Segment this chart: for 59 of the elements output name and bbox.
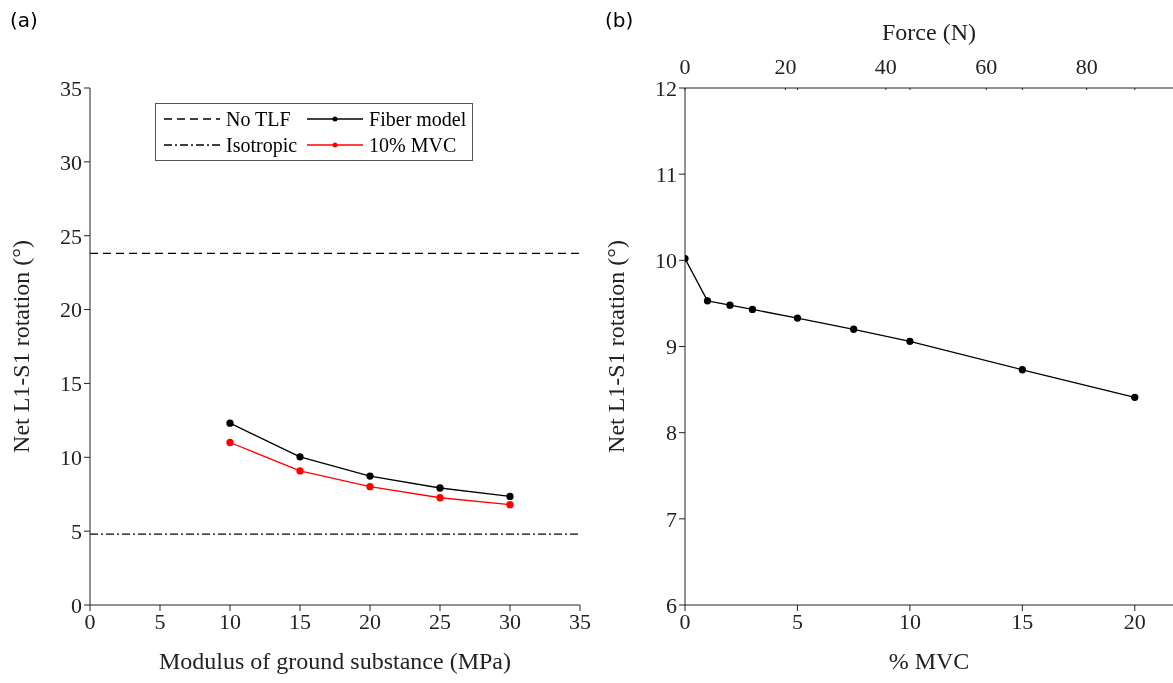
y-tick-label: 8 <box>666 420 677 446</box>
x-tick-label: 20 <box>359 608 381 634</box>
y-axis-title: Net L1-S1 rotation (°) <box>602 240 629 453</box>
x-axis-title: Modulus of ground substance (MPa) <box>159 648 511 674</box>
point <box>296 467 304 475</box>
point <box>703 297 712 305</box>
x2-tick-label: 40 <box>874 54 897 79</box>
x-tick-label: 5 <box>154 608 166 634</box>
point <box>366 483 374 491</box>
x-tick-label: 10 <box>898 608 921 634</box>
chart-title: (b) <box>605 8 634 32</box>
y-tick-label: 10 <box>655 248 677 274</box>
y-tick-label: 35 <box>60 75 82 101</box>
x-tick-label: 5 <box>791 608 803 634</box>
y-tick-label: 5 <box>71 518 82 544</box>
y-tick-label: 30 <box>60 149 82 175</box>
point <box>1131 393 1139 401</box>
y-axis-title: Net L1-S1 rotation (°) <box>7 240 34 453</box>
point <box>436 494 444 502</box>
x-tick-label: 10 <box>219 608 241 634</box>
y-tick-label: 11 <box>655 161 677 187</box>
legend-label: Isotropic <box>226 133 298 158</box>
point <box>850 325 858 333</box>
y-tick-label: 10 <box>60 445 82 471</box>
x2-axis-title: Force (N) <box>882 19 976 45</box>
y-tick-label: 7 <box>666 506 677 532</box>
x-axis-title: % MVC <box>888 648 970 674</box>
legend-label: Fiber model <box>369 107 467 132</box>
point <box>793 314 802 322</box>
x-tick-label: 35 <box>569 608 591 634</box>
chart-title: (a) <box>10 8 38 32</box>
point <box>366 472 374 480</box>
legend-label: 10% MVC <box>369 133 457 158</box>
point <box>296 453 304 461</box>
x2-tick-label: 60 <box>975 54 998 79</box>
point <box>506 492 514 501</box>
y-tick-label: 12 <box>655 75 677 101</box>
legend-label: No TLF <box>226 107 291 132</box>
x-tick-label: 20 <box>1123 608 1146 634</box>
x-tick-label: 15 <box>1011 608 1034 634</box>
x-tick-label: 25 <box>429 608 451 634</box>
x2-tick-label: 20 <box>774 54 797 79</box>
x2-tick-label: 80 <box>1075 54 1098 79</box>
y-tick-label: 20 <box>60 297 82 323</box>
y-tick-label: 0 <box>71 592 82 618</box>
point <box>1018 366 1026 374</box>
x-tick-label: 30 <box>499 608 521 634</box>
point <box>226 419 234 427</box>
x-tick-label: 15 <box>289 608 311 634</box>
point <box>748 305 757 314</box>
y-tick-label: 15 <box>60 371 82 397</box>
y-tick-label: 9 <box>666 334 677 360</box>
y-tick-label: 6 <box>666 592 677 618</box>
point <box>906 337 914 345</box>
y-tick-label: 25 <box>60 223 82 249</box>
point <box>226 438 234 447</box>
point <box>506 501 514 509</box>
point <box>436 484 444 492</box>
point <box>726 301 734 309</box>
